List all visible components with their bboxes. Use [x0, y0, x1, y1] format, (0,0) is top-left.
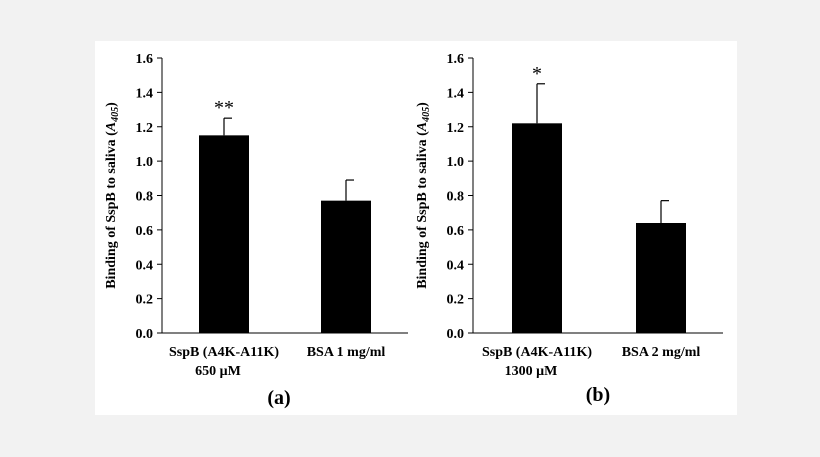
y-tick-label: 0.2	[136, 293, 154, 308]
y-tick-label: 1.4	[136, 86, 154, 101]
y-tick-label: 1.4	[447, 86, 465, 101]
y-tick-label: 0.6	[447, 224, 465, 239]
y-axis-label-variable: A	[415, 122, 430, 132]
x-category-sublabel: 650 μM	[195, 364, 241, 379]
y-axis-label-main: Binding of SspB to saliva (	[415, 131, 430, 289]
y-axis-label-subscript: 405	[421, 107, 432, 123]
figure: 0.0 0.2 0.4 0.6 0.8 1.0 1.2 1.4 1.6 Binding of Ss…	[95, 41, 737, 415]
panel-label: (a)	[267, 387, 290, 409]
y-tick-label: 0.0	[136, 327, 154, 342]
y-axis-label: Binding of SspB to saliva (A405)	[415, 102, 432, 289]
chart-panel-a: 0.0 0.2 0.4 0.6 0.8 1.0 1.2 1.4 1.6 Binding of Ss…	[104, 52, 408, 409]
chart-canvas: 0.0 0.2 0.4 0.6 0.8 1.0 1.2 1.4 1.6 Binding of Ss…	[104, 52, 723, 409]
chart-panel-b: 0.0 0.2 0.4 0.6 0.8 1.0 1.2 1.4 1.6 Binding of Ss…	[415, 52, 723, 406]
y-tick-label: 0.2	[447, 293, 465, 308]
bar	[636, 223, 686, 333]
y-tick-label: 0.8	[447, 190, 465, 205]
significance-marker: *	[532, 63, 542, 85]
y-tick-label: 0.4	[447, 258, 465, 273]
y-axis-label-subscript: 405	[110, 107, 121, 123]
panel-label: (b)	[586, 384, 610, 406]
x-category-label: SspB (A4K-A11K)	[169, 345, 279, 360]
x-category-label: BSA 1 mg/ml	[307, 345, 386, 360]
x-category-label: SspB (A4K-A11K)	[482, 345, 592, 360]
x-category-sublabel: 1300 μM	[505, 364, 558, 379]
bar	[512, 123, 562, 333]
y-tick-label: 0.6	[136, 224, 154, 239]
y-tick-label: 1.0	[447, 155, 465, 170]
significance-marker: **	[214, 97, 234, 119]
y-tick-label: 0.0	[447, 327, 465, 342]
bar	[321, 200, 371, 333]
y-axis-label: Binding of SspB to saliva (A405)	[104, 102, 121, 289]
x-category-label: BSA 2 mg/ml	[622, 345, 701, 360]
bar	[199, 135, 249, 333]
y-axis-label-close: )	[415, 102, 430, 107]
y-tick-label: 1.2	[447, 121, 465, 136]
y-axis-label-variable: A	[104, 122, 119, 132]
y-tick-label: 0.4	[136, 258, 154, 273]
y-axis-label-close: )	[104, 102, 119, 107]
y-tick-label: 1.6	[447, 52, 465, 67]
y-tick-label: 1.2	[136, 121, 154, 136]
y-tick-label: 1.0	[136, 155, 154, 170]
y-tick-label: 1.6	[136, 52, 154, 67]
y-axis-label-main: Binding of SspB to saliva (	[104, 131, 119, 289]
y-tick-label: 0.8	[136, 190, 154, 205]
